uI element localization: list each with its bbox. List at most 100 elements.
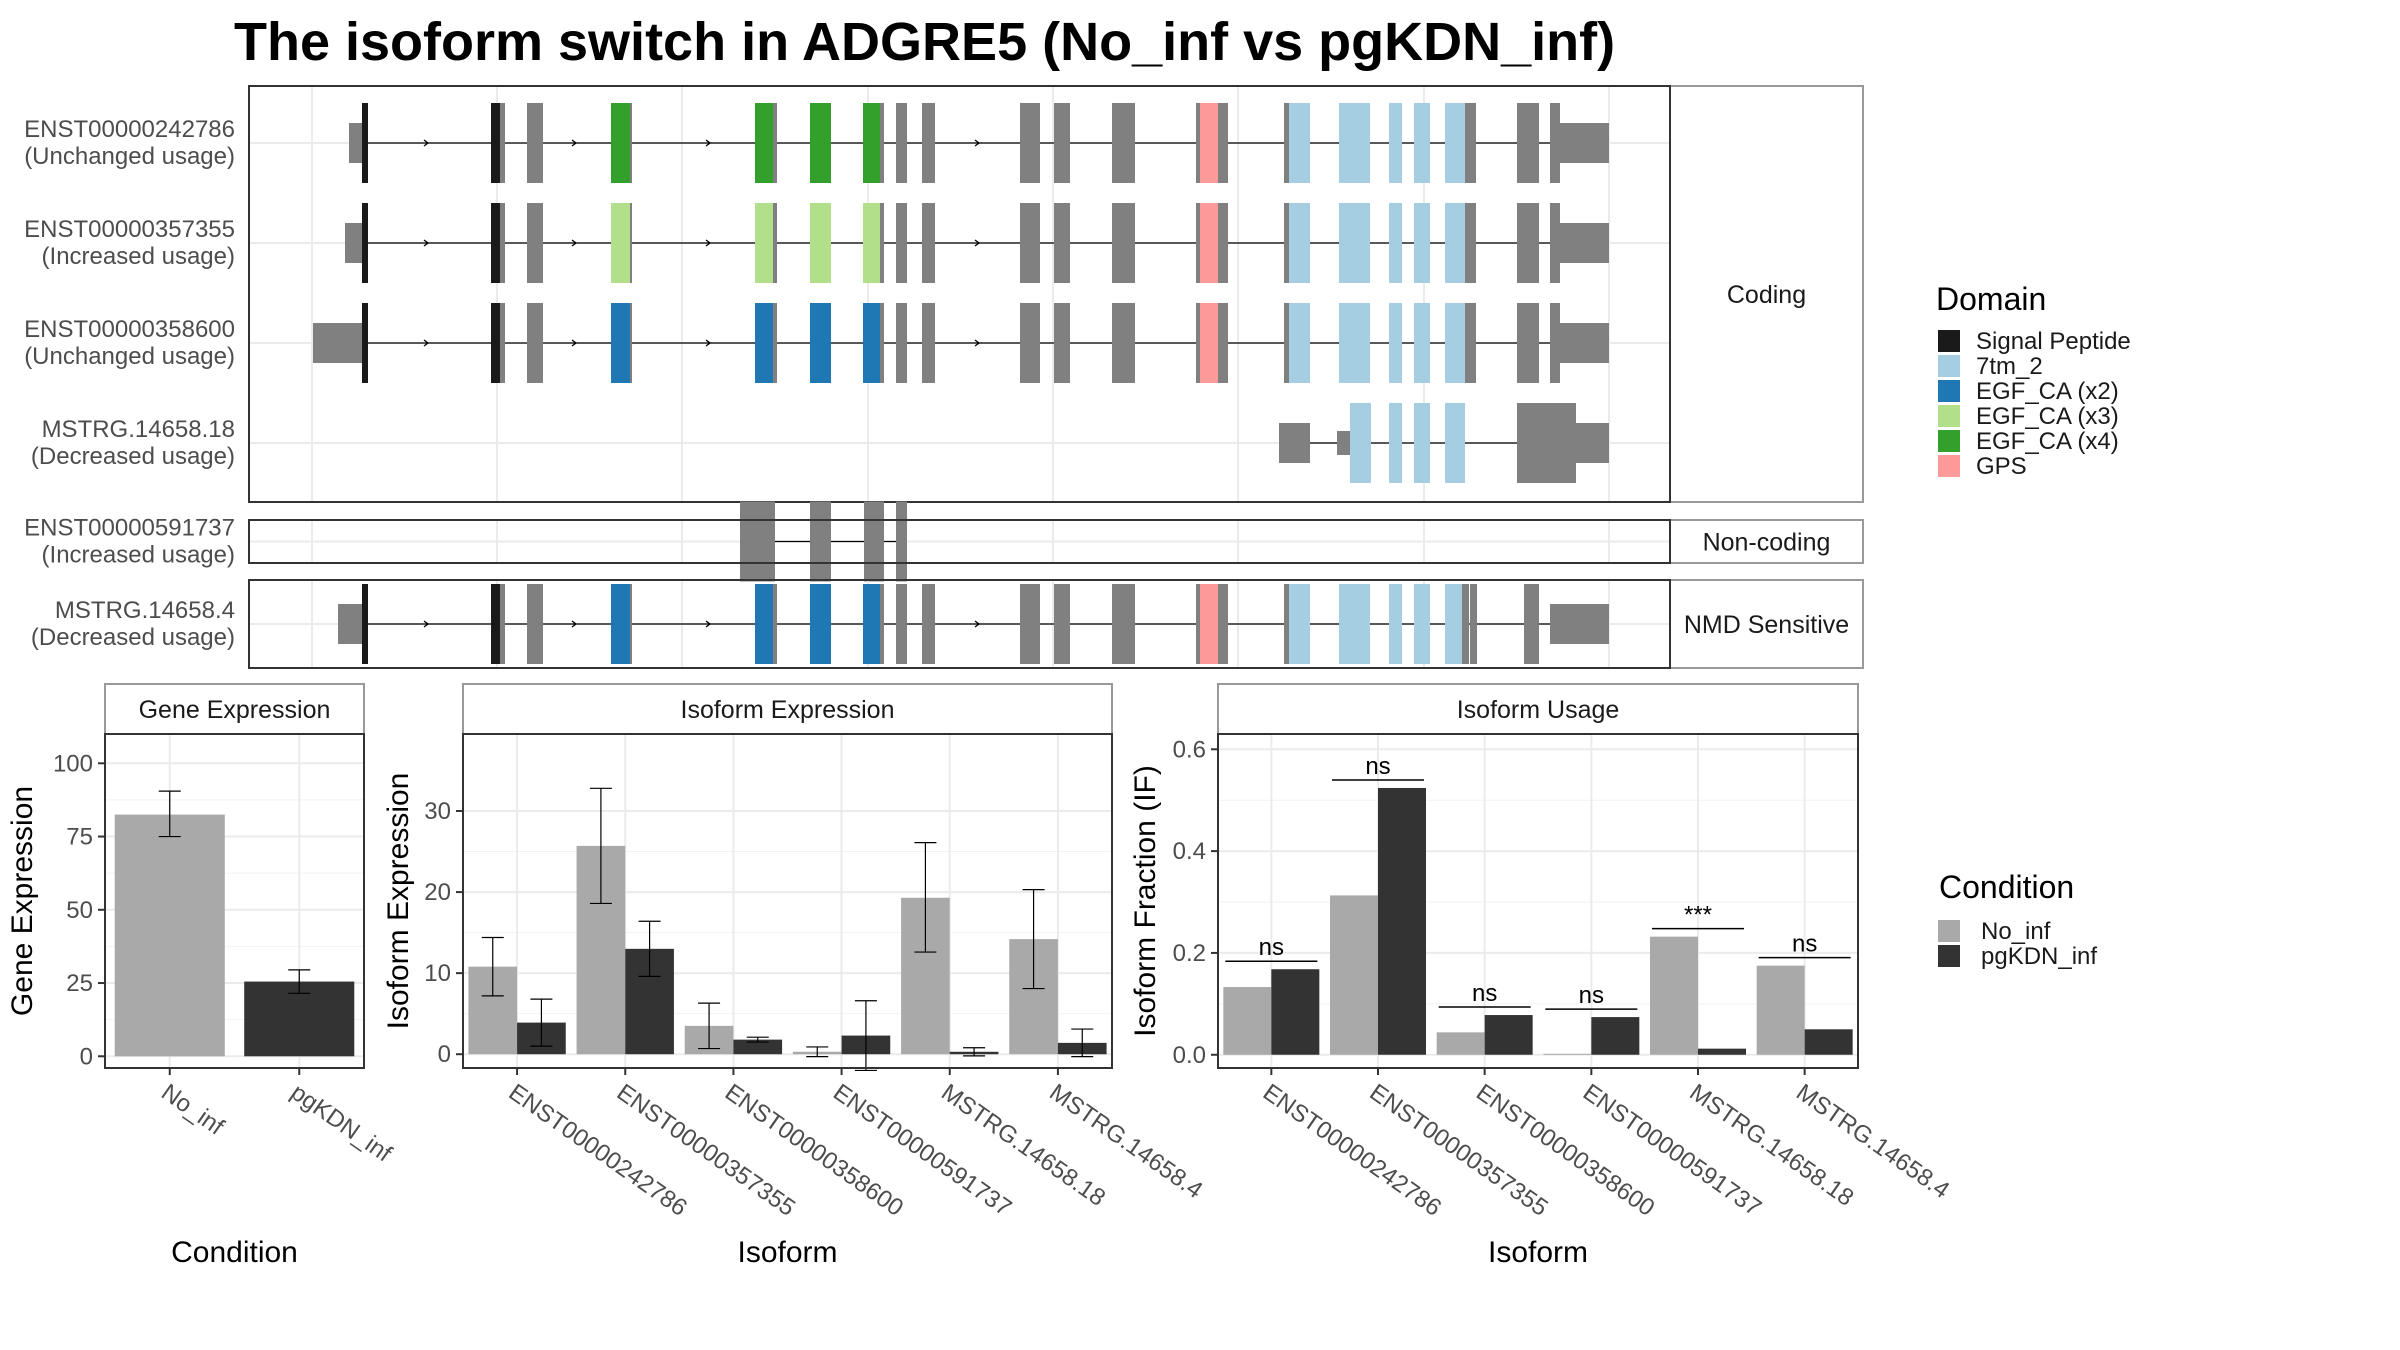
exon-block xyxy=(1200,584,1218,664)
exon-block xyxy=(500,303,505,383)
bar xyxy=(244,981,355,1057)
bar xyxy=(1698,1048,1746,1055)
y-tick-label: 0 xyxy=(438,1041,451,1068)
exon-block xyxy=(773,103,777,183)
exon-block xyxy=(500,103,505,183)
exon-block xyxy=(1389,303,1402,383)
exon-block xyxy=(1465,203,1476,283)
intron-arrow xyxy=(974,339,981,347)
significance-label: ns xyxy=(1472,980,1497,1007)
exon-block xyxy=(1445,584,1462,664)
panel-strip-label: Isoform Expression xyxy=(681,696,895,724)
exon-block xyxy=(1337,431,1350,455)
transcript-id-label: ENST00000358600 xyxy=(24,316,235,343)
exon-block xyxy=(1112,103,1135,183)
exon-block xyxy=(1218,203,1228,283)
legend-swatch xyxy=(1938,380,1960,402)
exon-block xyxy=(1289,203,1310,283)
exon-block xyxy=(1200,203,1218,283)
exon-block xyxy=(810,303,831,383)
exon-block xyxy=(1389,103,1402,183)
exon-block xyxy=(1560,223,1609,263)
exon-block xyxy=(1414,103,1430,183)
intron-arrow xyxy=(705,239,712,247)
panel-strip-label: Isoform Usage xyxy=(1457,696,1620,724)
transcript-row: ENST00000242786(Unchanged usage) xyxy=(24,103,1609,183)
x-tick-label: ENST00000357355 xyxy=(612,1079,800,1222)
exon-block xyxy=(1289,584,1310,664)
exon-block xyxy=(896,584,907,664)
exon-block xyxy=(740,501,775,582)
y-axis-title: Isoform Fraction (IF) xyxy=(1129,765,1162,1037)
bar-panel-2: Isoform Usage ns ns ns ns *** ns 0.0 0.2 0.4 0.6 EN… xyxy=(1129,683,1954,1269)
y-tick-label: 0.2 xyxy=(1173,940,1206,967)
exon-block xyxy=(527,103,543,183)
exon-block xyxy=(1389,403,1402,483)
exon-block xyxy=(896,203,907,283)
exon-block xyxy=(338,604,362,644)
panel-border xyxy=(1217,733,1859,1069)
exon-block xyxy=(1465,103,1476,183)
transcript-usage-label: (Increased usage) xyxy=(42,542,235,569)
exon-block xyxy=(863,103,880,183)
exon-block xyxy=(491,584,500,664)
exon-block xyxy=(1389,203,1402,283)
bar xyxy=(1330,895,1378,1055)
intron-arrow xyxy=(974,620,981,628)
transcript-usage-label: (Decreased usage) xyxy=(31,443,235,470)
exon-block xyxy=(755,203,773,283)
x-tick-label: pgKDN_inf xyxy=(286,1079,397,1168)
exon-block xyxy=(1279,423,1310,463)
exon-block xyxy=(773,303,777,383)
legend-label: EGF_CA (x4) xyxy=(1976,428,2119,455)
exon-block xyxy=(1200,303,1218,383)
exon-block xyxy=(1200,103,1218,183)
condition-legend-title: Condition xyxy=(1939,869,2074,905)
exon-block xyxy=(863,203,880,283)
exon-block xyxy=(362,203,368,283)
bar xyxy=(1484,1015,1533,1055)
exon-block xyxy=(1054,303,1070,383)
exon-block xyxy=(1054,584,1070,664)
x-axis-title: Condition xyxy=(171,1236,298,1269)
y-axis-title: Gene Expression xyxy=(6,786,39,1016)
exon-block xyxy=(880,584,884,664)
y-tick-label: 0 xyxy=(80,1043,93,1070)
legend-label: pgKDN_inf xyxy=(1981,943,2097,970)
legend-label: No_inf xyxy=(1981,918,2051,945)
y-tick-label: 30 xyxy=(424,798,451,825)
panel-strip-label: Gene Expression xyxy=(139,696,331,724)
intron-arrow xyxy=(423,239,430,247)
exon-block xyxy=(1560,323,1609,363)
exon-block xyxy=(1445,403,1465,483)
legend-label: EGF_CA (x2) xyxy=(1976,378,2119,405)
exon-block xyxy=(1339,303,1370,383)
exon-block xyxy=(773,203,777,283)
gene-model-panel-1: Non-coding ENST00000591737(Increased usag… xyxy=(24,501,1864,582)
bar xyxy=(1543,1053,1592,1055)
exon-block xyxy=(630,103,632,183)
bar xyxy=(733,1039,783,1055)
exon-block xyxy=(345,223,362,263)
exon-block xyxy=(313,323,362,363)
exon-block xyxy=(527,303,543,383)
exon-block xyxy=(1196,103,1200,183)
legend-label: EGF_CA (x3) xyxy=(1976,403,2119,430)
exon-block xyxy=(1020,103,1040,183)
exon-block xyxy=(1196,303,1200,383)
exon-block xyxy=(1550,604,1609,644)
intron-arrow xyxy=(974,239,981,247)
transcript-row: ENST00000358600(Unchanged usage) xyxy=(24,303,1609,383)
x-tick-label: ENST00000591737 xyxy=(1578,1079,1766,1222)
exon-block xyxy=(922,203,935,283)
legend-swatch xyxy=(1938,945,1960,967)
exon-block xyxy=(1560,123,1609,163)
panel-strip-label: Non-coding xyxy=(1703,529,1831,557)
exon-block xyxy=(755,584,773,664)
exon-block xyxy=(362,584,368,664)
